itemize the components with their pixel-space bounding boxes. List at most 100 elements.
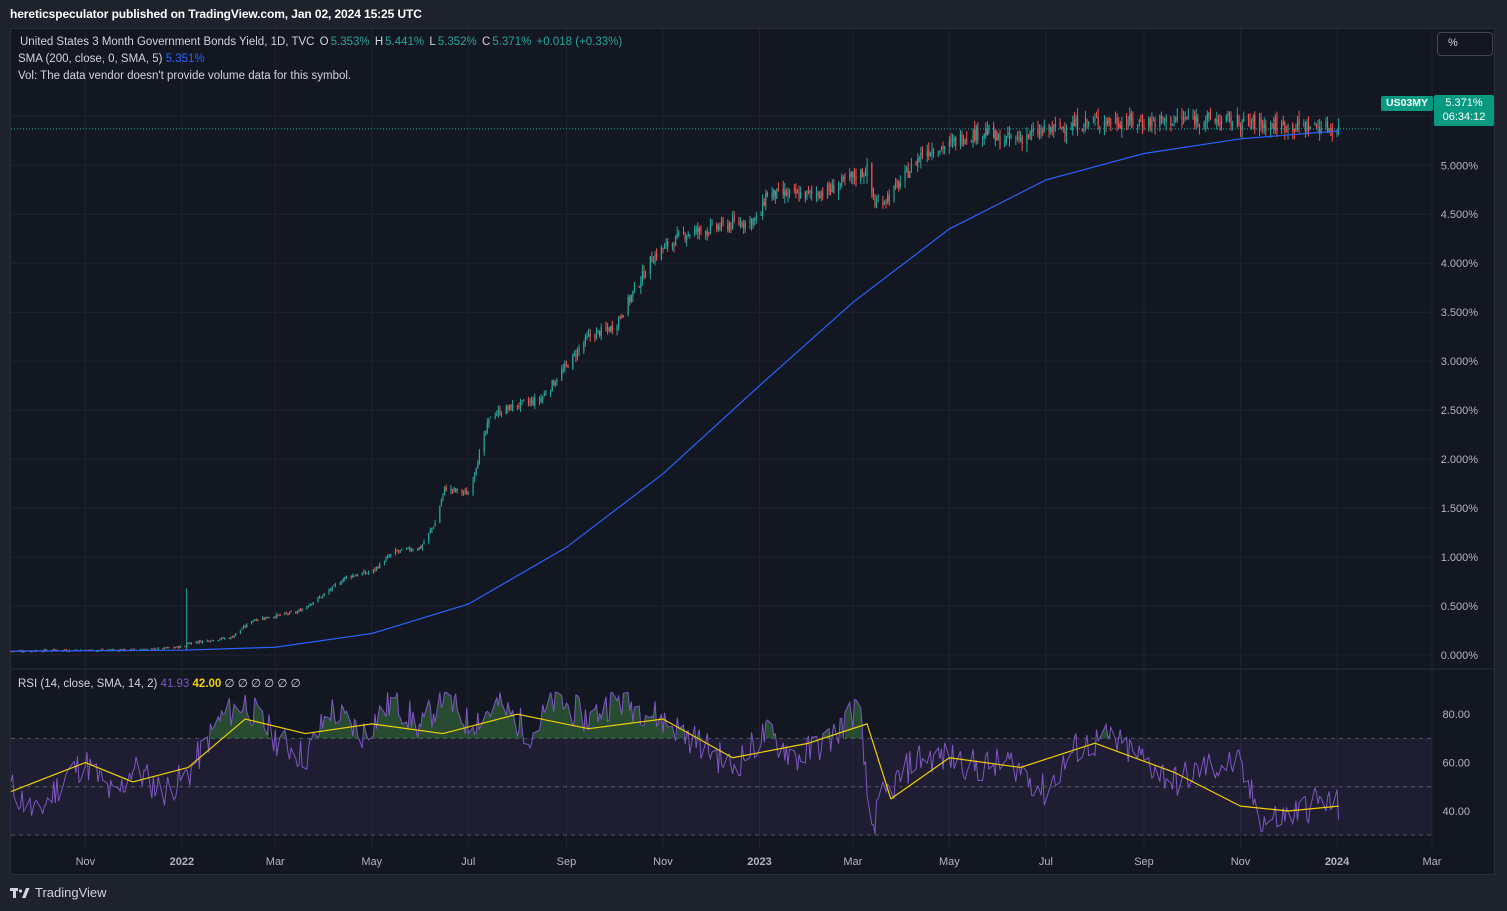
- tradingview-logo-icon: [10, 887, 30, 899]
- candle-body: [445, 486, 447, 492]
- candle-body: [587, 333, 590, 336]
- candle-body: [959, 133, 962, 146]
- candle-body: [309, 604, 311, 607]
- candle-body: [883, 201, 886, 205]
- candle-body: [209, 641, 211, 643]
- candle-body: [697, 228, 699, 233]
- candle-body: [523, 399, 525, 401]
- candle-body: [388, 556, 390, 558]
- candle-body: [1251, 123, 1253, 125]
- candle-body: [893, 186, 895, 200]
- candle-body: [1260, 117, 1262, 124]
- candle-body: [1173, 120, 1175, 123]
- candle-body: [1154, 119, 1156, 128]
- candle-body: [1103, 121, 1106, 128]
- price-axis-label: 4.500%: [1441, 209, 1479, 221]
- candle-body: [1159, 116, 1161, 127]
- candle-body: [208, 640, 210, 642]
- candle-body: [361, 573, 363, 576]
- candle-body: [815, 193, 818, 195]
- candle-body: [23, 651, 25, 653]
- candle-body: [915, 162, 917, 166]
- chart-frame[interactable]: [10, 28, 1495, 875]
- rsi-legend[interactable]: RSI (14, close, SMA, 14, 2) 41.93 42.00 …: [18, 676, 301, 690]
- rsi-overbought-area: [822, 728, 830, 739]
- candle-body: [940, 147, 943, 149]
- candle-body: [1026, 135, 1028, 145]
- candle-body: [443, 486, 446, 494]
- candle-body: [750, 218, 753, 227]
- candle-body: [1140, 120, 1142, 122]
- candle-body: [977, 127, 979, 141]
- candle-body: [478, 451, 480, 465]
- candle-body: [317, 597, 319, 602]
- candle-body: [497, 409, 499, 414]
- candle-body: [1018, 136, 1020, 140]
- candle-body: [733, 217, 735, 222]
- candle-body: [355, 575, 357, 577]
- volume-note: Vol: The data vendor doesn't provide vol…: [18, 70, 351, 82]
- candle-body: [466, 490, 468, 495]
- candle-body: [200, 640, 202, 643]
- candle-body: [932, 151, 935, 154]
- candle-body: [306, 606, 308, 610]
- candle-body: [1319, 127, 1321, 134]
- candle-body: [1247, 114, 1250, 121]
- candle-body: [428, 532, 430, 542]
- candle-body: [1281, 122, 1283, 130]
- candle-body: [720, 220, 723, 228]
- open-value: 5.353%: [330, 36, 370, 48]
- candle-body: [1137, 124, 1139, 126]
- footer: TradingView: [0, 876, 1507, 911]
- candle-body: [611, 325, 613, 332]
- candle-body: [206, 640, 208, 642]
- candle-body: [496, 413, 498, 415]
- date-axis-label: Jul: [461, 856, 475, 868]
- candle-body: [124, 648, 126, 651]
- candle-body: [350, 576, 352, 578]
- candle-body: [882, 201, 884, 206]
- candle-body: [322, 594, 324, 598]
- candle-body: [364, 571, 367, 574]
- candle-body: [162, 647, 164, 649]
- candle-body: [1205, 121, 1207, 124]
- candle-body: [377, 567, 379, 569]
- candle-body: [184, 646, 186, 648]
- close-value: 5.371%: [492, 36, 532, 48]
- tradingview-brand[interactable]: TradingView: [10, 885, 107, 900]
- candle-body: [654, 254, 656, 264]
- candle-body: [521, 400, 523, 402]
- candle-body: [1152, 119, 1155, 121]
- candle-body: [842, 177, 844, 179]
- candle-body: [510, 404, 512, 411]
- candle-body: [894, 182, 897, 189]
- unit-button[interactable]: %: [1437, 32, 1493, 56]
- candle-body: [133, 648, 136, 650]
- sma-legend[interactable]: SMA (200, close, 0, SMA, 5) 5.351%: [18, 53, 205, 65]
- candle-body: [717, 226, 719, 230]
- candle-body: [997, 135, 1000, 140]
- candle-body: [396, 550, 398, 552]
- candle-body: [849, 173, 851, 178]
- candle-body: [861, 169, 863, 177]
- candle-body: [235, 633, 237, 636]
- candle-body: [352, 575, 354, 578]
- candle-body: [622, 315, 624, 318]
- candle-body: [1160, 115, 1163, 119]
- candle-body: [474, 473, 476, 479]
- candle-body: [534, 398, 536, 406]
- candle-body: [266, 616, 268, 618]
- candle-body: [796, 191, 799, 194]
- candle-body: [451, 489, 454, 491]
- candle-body: [852, 172, 854, 178]
- candle-body: [1203, 123, 1205, 128]
- symbol-title[interactable]: United States 3 Month Government Bonds Y…: [20, 36, 315, 48]
- publish-info: hereticspeculator published on TradingVi…: [10, 7, 422, 21]
- candle-body: [1163, 121, 1166, 123]
- candle-body: [828, 183, 830, 191]
- candle-body: [187, 642, 189, 644]
- candle-body: [776, 188, 778, 199]
- candle-body: [1295, 127, 1297, 132]
- candle-body: [807, 191, 810, 193]
